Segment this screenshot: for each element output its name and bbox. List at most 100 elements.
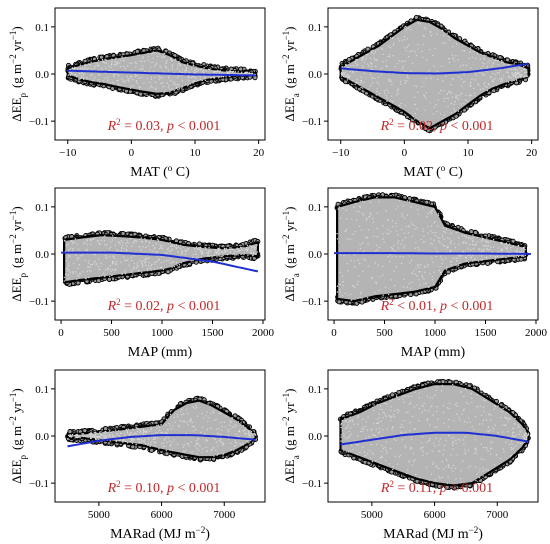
cloud-speck [517, 72, 519, 74]
cloud-speck [238, 249, 240, 251]
cloud-speck [363, 61, 365, 63]
cloud-speck [110, 64, 113, 66]
cloud-speck [427, 225, 429, 228]
cloud-speck [458, 76, 460, 78]
cloud-speck [129, 237, 131, 240]
cloud-speck [84, 68, 86, 70]
cloud-speck [351, 218, 353, 220]
cloud-speck [388, 233, 390, 235]
cloud-speck [194, 76, 196, 79]
cloud-speck [482, 239, 484, 241]
cloud-speck [124, 273, 127, 275]
cloud-speck [485, 240, 488, 242]
cloud-speck [495, 58, 497, 60]
y-tick-label: 0.1 [308, 202, 322, 214]
cloud-speck [407, 44, 410, 46]
x-axis-label: MAT (o C) [130, 163, 190, 180]
cloud-speck [442, 90, 445, 92]
cloud-speck [345, 209, 347, 212]
cloud-speck [461, 50, 464, 52]
cloud-speck [379, 275, 381, 278]
cloud-speck [73, 262, 75, 264]
cloud-speck [507, 71, 509, 74]
cloud-speck [443, 230, 445, 233]
cloud-speck [125, 242, 127, 244]
cloud-speck [104, 77, 106, 80]
cloud-speck [452, 78, 454, 80]
cloud-speck [73, 241, 76, 244]
y-tick-label: 0.1 [308, 22, 322, 34]
cloud-speck [80, 73, 82, 75]
cloud-speck [359, 225, 361, 228]
cloud-speck [75, 76, 78, 78]
cloud-speck [226, 250, 229, 252]
cloud-speck [409, 26, 411, 28]
cloud-speck [526, 75, 528, 78]
cloud-speck [397, 234, 399, 236]
cloud-speck [387, 228, 389, 231]
cloud-speck [436, 236, 439, 238]
cloud-speck [157, 260, 159, 262]
cloud-speck [350, 299, 353, 301]
cloud-speck [93, 254, 95, 256]
cloud-speck [361, 298, 363, 300]
cloud-speck [346, 263, 348, 265]
cloud-speck [217, 247, 219, 250]
cloud-speck [448, 238, 451, 240]
cloud-speck [469, 95, 472, 97]
cloud-speck [434, 231, 437, 234]
cloud-speck [171, 266, 173, 268]
cloud-speck [216, 256, 218, 258]
cloud-speck [146, 267, 149, 270]
cloud-speck [425, 92, 427, 94]
cloud-speck [501, 79, 503, 81]
cloud-speck [475, 74, 477, 77]
cloud-speck [84, 72, 86, 75]
cloud-speck [371, 52, 373, 54]
cloud-speck [105, 257, 108, 259]
cloud-speck [392, 36, 394, 39]
cloud-speck [420, 264, 422, 266]
cloud-speck [346, 74, 348, 76]
cloud-speck [97, 266, 100, 268]
y-tick-label: 0.0 [308, 69, 322, 81]
cloud-speck [442, 259, 444, 261]
cloud-speck [250, 252, 253, 255]
cloud-speck [483, 248, 485, 250]
cloud-speck [184, 249, 186, 251]
cloud-speck [201, 251, 204, 253]
cloud-speck [135, 81, 138, 84]
cloud-speck [217, 251, 219, 253]
cloud-speck [512, 246, 514, 248]
cloud-speck [107, 76, 109, 79]
cloud-speck [227, 71, 229, 73]
cloud-speck [356, 211, 358, 213]
cloud-speck [136, 262, 139, 264]
cloud-speck [207, 251, 210, 254]
cloud-speck [495, 69, 497, 72]
cloud-speck [430, 225, 433, 227]
cloud-speck [474, 57, 477, 60]
cloud-speck [341, 295, 343, 297]
cloud-speck [482, 88, 484, 90]
cloud-speck [394, 250, 396, 253]
cloud-speck [402, 256, 404, 258]
cloud-speck [513, 256, 515, 258]
cloud-speck [199, 76, 201, 78]
cloud-speck [397, 88, 400, 90]
cloud-speck [463, 50, 466, 52]
cloud-speck [362, 65, 364, 67]
cloud-speck [81, 271, 84, 273]
cloud-speck [450, 112, 452, 114]
cloud-speck [107, 269, 109, 271]
cloud-speck [472, 234, 474, 236]
cloud-speck [488, 60, 491, 62]
cloud-speck [172, 83, 175, 85]
cloud-speck [465, 64, 467, 66]
cloud-speck [225, 76, 227, 78]
cloud-speck [404, 245, 406, 247]
cloud-speck [455, 257, 457, 260]
cloud-speck [424, 282, 427, 284]
cloud-speck [212, 72, 215, 74]
cloud-speck [463, 250, 465, 253]
